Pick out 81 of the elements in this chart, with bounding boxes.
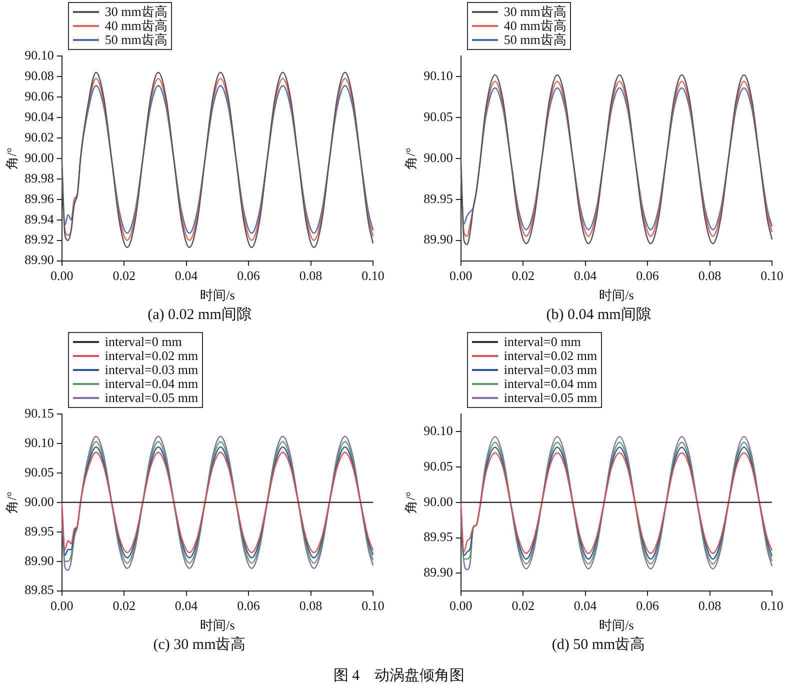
caption: 图 4 动涡盘倾角图 — [332, 667, 466, 685]
text: (b) 0.04 mm间隙 — [545, 306, 652, 325]
y-axis-title: 角/° — [4, 147, 20, 170]
y-tick-label: 90.10 — [424, 68, 453, 83]
legend-label: 40 mm齿高 — [504, 18, 566, 33]
x-tick-label: 0.06 — [636, 598, 660, 614]
y-axis-title: 角/° — [4, 491, 20, 514]
legend-label: 30 mm齿高 — [504, 4, 566, 19]
y-tick-label: 90.00 — [424, 150, 453, 165]
x-tick-label: 0.02 — [112, 268, 136, 284]
x-tick-label: 0.02 — [512, 268, 534, 284]
legend-label: interval=0.03 mm — [104, 362, 198, 377]
y-tick-label: 90.10 — [24, 47, 54, 62]
y-tick-label: 89.92 — [24, 232, 54, 247]
y-tick-label: 89.90 — [24, 552, 54, 568]
x-tick-label: 0.04 — [574, 268, 598, 284]
legend-label: interval=0 mm — [504, 334, 581, 349]
y-tick-label: 90.05 — [424, 458, 453, 474]
y-axis-title: 角/° — [403, 147, 418, 170]
y-tick-label: 89.94 — [24, 211, 54, 226]
x-tick-label: 0.00 — [449, 268, 472, 284]
legend-label: interval=0.04 mm — [504, 376, 598, 391]
x-tick-label: 0.04 — [174, 598, 198, 614]
x-tick-label: 0.06 — [237, 268, 260, 284]
y-tick-label: 90.04 — [24, 108, 54, 124]
y-tick-label: 89.95 — [424, 529, 453, 544]
x-tick-label: 0.06 — [237, 598, 260, 614]
x-tick-label: 0.04 — [174, 268, 198, 284]
y-tick-label: 90.00 — [424, 494, 453, 509]
x-axis-title: 时间/s — [200, 288, 235, 303]
x-tick-label: 0.02 — [112, 598, 136, 614]
y-tick-label: 89.98 — [24, 170, 54, 186]
y-tick-label: 89.95 — [424, 190, 453, 206]
legend-label: interval=0.03 mm — [504, 362, 598, 377]
y-tick-label: 89.96 — [24, 190, 54, 206]
x-tick-label: 0.00 — [50, 268, 74, 284]
legend-label: interval=0.04 mm — [104, 376, 198, 391]
y-tick-label: 90.10 — [24, 434, 54, 450]
x-tick-label: 0.10 — [362, 268, 384, 284]
y-tick-label: 90.15 — [24, 405, 54, 420]
legend-label: interval=0.05 mm — [504, 390, 598, 405]
x-tick-label: 0.10 — [760, 598, 784, 614]
legend-label: 50 mm齿高 — [104, 32, 168, 47]
legend-label: 40 mm齿高 — [104, 18, 168, 33]
legend-label: 30 mm齿高 — [104, 4, 168, 19]
text: (c) 30 mm齿高 — [152, 635, 247, 655]
x-tick-label: 0.00 — [50, 598, 74, 614]
y-axis-title: 角/° — [403, 491, 418, 514]
x-tick-label: 0.08 — [698, 268, 722, 284]
x-tick-label: 0.02 — [512, 598, 534, 614]
x-tick-label: 0.00 — [449, 598, 472, 614]
x-tick-label: 0.08 — [698, 598, 722, 614]
legend-label: interval=0 mm — [104, 334, 182, 349]
text: (a) 0.02 mm间隙 — [146, 306, 252, 325]
y-tick-label: 89.90 — [24, 252, 54, 268]
y-tick-label: 90.05 — [24, 464, 54, 480]
y-tick-label: 90.08 — [24, 68, 54, 83]
y-tick-label: 90.05 — [424, 108, 453, 124]
text: (d) 50 mm齿高 — [550, 635, 646, 655]
y-tick-label: 90.06 — [24, 88, 54, 104]
legend-label: interval=0.02 mm — [504, 348, 598, 363]
x-tick-label: 0.06 — [636, 268, 660, 284]
y-tick-label: 90.00 — [24, 150, 54, 165]
y-tick-label: 90.10 — [424, 423, 453, 438]
y-tick-label: 89.85 — [24, 582, 54, 598]
y-tick-label: 90.02 — [24, 129, 54, 144]
x-axis-title: 时间/s — [599, 288, 634, 303]
x-axis-title: 时间/s — [599, 618, 634, 633]
x-tick-label: 0.04 — [574, 598, 598, 614]
x-tick-label: 0.10 — [760, 268, 784, 284]
y-tick-label: 89.90 — [424, 232, 453, 247]
x-tick-label: 0.08 — [299, 268, 322, 284]
x-tick-label: 0.10 — [362, 598, 384, 614]
y-tick-label: 89.95 — [24, 523, 54, 538]
y-tick-label: 90.00 — [24, 494, 54, 509]
x-axis-title: 时间/s — [200, 618, 235, 633]
legend-label: interval=0.05 mm — [104, 390, 198, 405]
x-tick-label: 0.08 — [299, 598, 322, 614]
legend-label: 50 mm齿高 — [504, 32, 566, 47]
legend-label: interval=0.02 mm — [104, 348, 198, 363]
y-tick-label: 89.90 — [424, 564, 453, 580]
